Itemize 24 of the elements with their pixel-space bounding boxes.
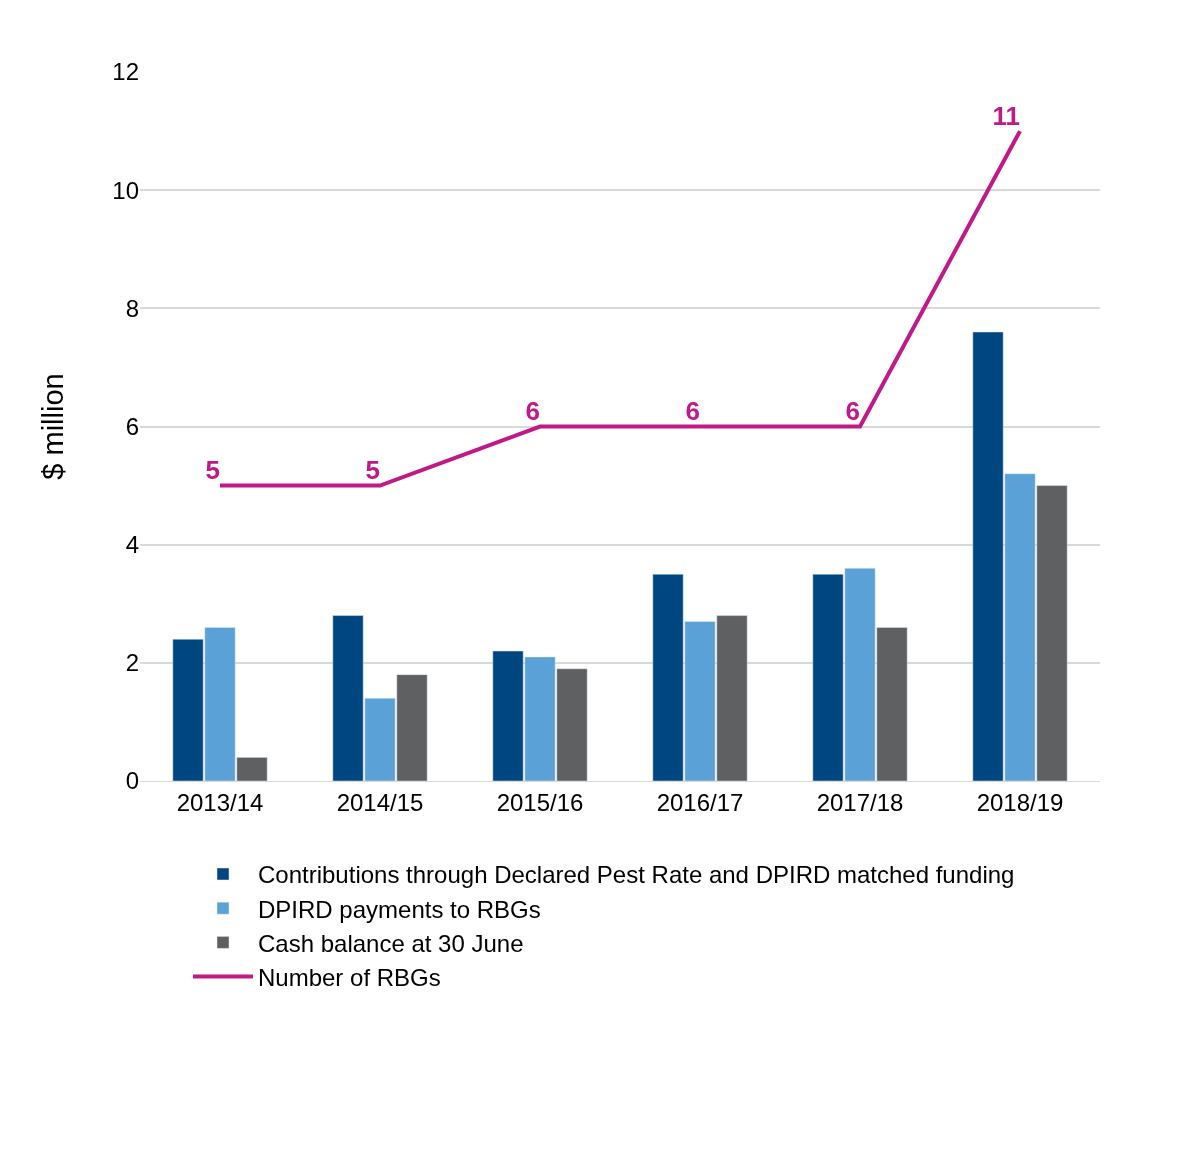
data-label: 11 bbox=[992, 100, 1020, 131]
data-label: 5 bbox=[205, 455, 220, 486]
data-label: 5 bbox=[365, 455, 380, 486]
legend-label: Number of RBGs bbox=[258, 963, 441, 991]
data-label: 6 bbox=[685, 396, 700, 426]
y-tick-label: 2 bbox=[125, 649, 139, 677]
y-tick-label: 0 bbox=[125, 767, 139, 795]
y-tick-label: 4 bbox=[125, 531, 139, 559]
y-tick-label: 6 bbox=[125, 412, 139, 440]
y-tick-label: 8 bbox=[125, 294, 139, 322]
legend-label: Contributions through Declared Pest Rate and DPIRD matched funding bbox=[258, 861, 1015, 889]
legend-label: Cash balance at 30 June bbox=[258, 929, 524, 957]
y-tick-label: 10 bbox=[112, 176, 139, 204]
x-tick-label: 2018/19 bbox=[976, 788, 1064, 816]
legend-label: DPIRD payments to RBGs bbox=[258, 895, 541, 923]
data-label: 6 bbox=[845, 396, 860, 426]
y-tick-label: 12 bbox=[112, 58, 139, 86]
x-tick-label: 2016/17 bbox=[656, 788, 744, 816]
x-tick-label: 2013/14 bbox=[176, 788, 264, 816]
y-axis-title: $ million bbox=[36, 373, 69, 480]
x-tick-label: 2015/16 bbox=[496, 788, 584, 816]
data-label: 6 bbox=[525, 396, 540, 426]
x-tick-label: 2017/18 bbox=[816, 788, 904, 816]
x-tick-label: 2014/15 bbox=[336, 788, 424, 816]
